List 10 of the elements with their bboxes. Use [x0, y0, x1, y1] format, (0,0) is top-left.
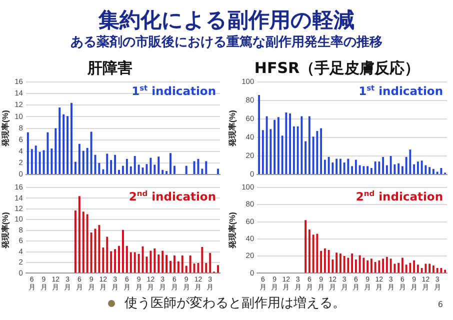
- text: 集約化による副作用の軽減: [97, 7, 356, 34]
- text: 使う医師が変わると副作用は増える。: [124, 296, 346, 311]
- y-axis-title: 発現率(%): [0, 212, 10, 250]
- text: 6: [438, 300, 443, 309]
- chart-title: 肝障害: [86, 58, 132, 77]
- y-axis-title: 発現率(%): [0, 110, 10, 148]
- chart-title: HFSR（手足皮膚反応）: [254, 58, 420, 77]
- y-axis-title: 発現率(%): [227, 110, 238, 148]
- text: ある薬剤の市販後における重篤な副作用発生率の推移: [70, 34, 384, 51]
- y-axis-title: 発現率(%): [227, 212, 238, 250]
